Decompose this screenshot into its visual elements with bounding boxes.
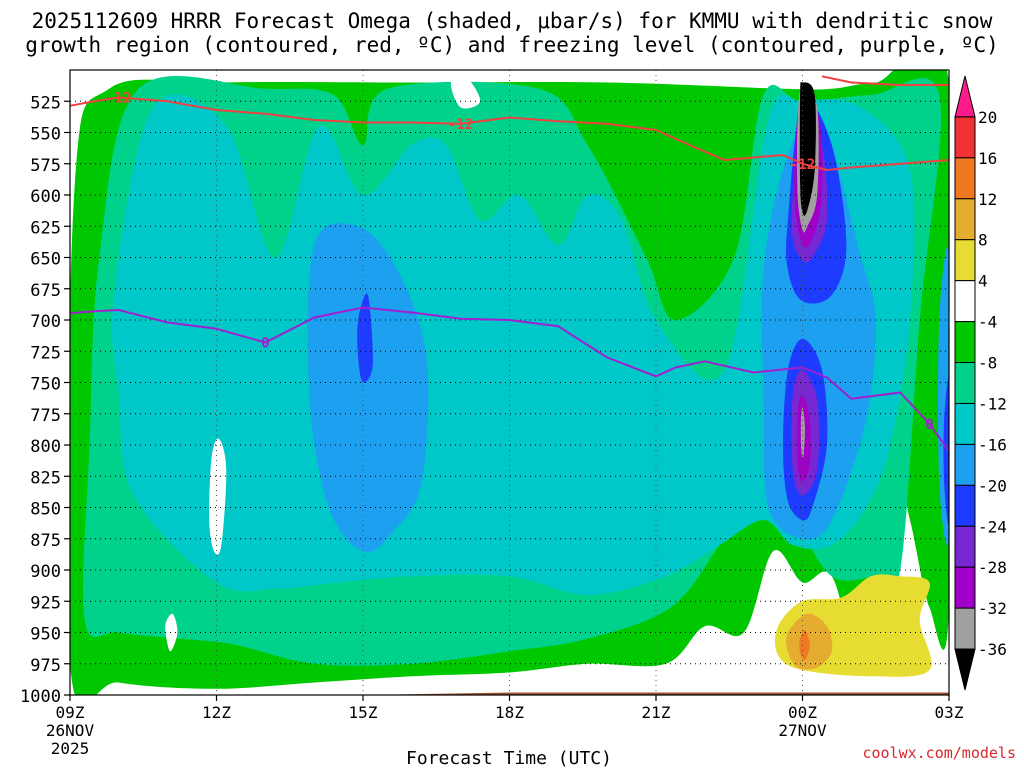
omega-region-neg12-2 [111,94,915,595]
y-tick-label-900: 900 [30,562,61,582]
x-tick-label-21Z: 21Z [642,703,671,722]
colorbar-label--36: -36 [978,640,1007,659]
y-tick-label-950: 950 [30,625,61,645]
y-tick-label-725: 725 [30,343,61,363]
colorbar-label--28: -28 [978,558,1007,577]
colorbar-label-20: 20 [978,108,997,127]
y-tick-label-600: 600 [30,187,61,207]
dendritic-snow-upper-label-2: -12 [448,117,473,133]
colorbar-swatch-0 [954,75,976,118]
y-tick-label-675: 675 [30,281,61,301]
omega-region-neg20-8 [357,293,373,383]
colorbar-swatch-8 [954,402,976,445]
x-axis-label: Forecast Time (UTC) [406,748,612,768]
source-credit[interactable]: coolwx.com/models [862,744,1016,762]
colorbar-swatch-12 [954,566,976,609]
y-tick-label-850: 850 [30,500,61,520]
colorbar-swatch-11 [954,525,976,568]
colorbar-swatch-1 [954,116,976,159]
colorbar-label--24: -24 [978,517,1007,536]
x-tick-label-18Z: 18Z [495,703,524,722]
colorbar-label--20: -20 [978,476,1007,495]
x-date-label-27NOV: 27NOV [778,721,827,740]
colorbar-swatch-9 [954,443,976,486]
dendritic-snow-upper-label-1: -12 [106,91,131,107]
colorbar-swatch-4 [954,239,976,282]
colorbar-swatch-2 [954,157,976,200]
omega-gap-0 [450,75,481,109]
x-year-label-2025: 2025 [51,739,90,758]
y-tick-label-800: 800 [30,437,61,457]
colorbar-label-12: 12 [978,190,997,209]
y-tick-label-975: 975 [30,656,61,676]
temperature-contours: -12 -12 -12 0 0 [70,75,949,452]
y-tick-label-575: 575 [30,156,61,176]
dendritic-snow-upper-label-3: -12 [790,157,815,173]
colorbar-swatch-13 [954,607,976,650]
chart-title-line-1: 2025112609 HRRR Forecast Omega (shaded, … [31,9,993,33]
omega-region-12-19 [799,629,810,661]
dendritic-snow-upper-contour [70,96,949,171]
x-tick-label-03Z: 03Z [935,703,964,722]
x-tick-label-12Z: 12Z [202,703,231,722]
axes: 525 550 575 600 625 650 675 700 725 750 775 800 825 8… [20,93,964,758]
omega-region-neg32-15 [800,407,805,458]
terrain-ground [70,692,949,695]
omega-gap-1 [209,438,227,555]
y-tick-label-650: 650 [30,250,61,270]
y-tick-label-700: 700 [30,312,61,332]
colorbar-swatch-14 [954,648,976,691]
x-date-label-26NOV: 26NOV [46,721,95,740]
colorbar-swatch-7 [954,362,976,404]
colorbar-label--32: -32 [978,599,1007,618]
colorbar-swatch-6 [954,321,976,364]
y-tick-label-825: 825 [30,468,61,488]
colorbar-label--8: -8 [978,354,997,373]
plot-area: -12 -12 -12 0 0 [70,70,949,695]
y-tick-label-925: 925 [30,593,61,613]
colorbar-label-4: 4 [978,272,988,291]
colorbar-label-8: 8 [978,231,988,250]
x-tick-label-00Z: 00Z [788,703,817,722]
y-tick-label-750: 750 [30,375,61,395]
colorbar-label--16: -16 [978,435,1007,454]
freezing-level-contour [70,306,949,452]
colorbar-swatch-10 [954,484,976,527]
y-tick-label-550: 550 [30,125,61,145]
omega-region-neg20-9 [943,378,949,524]
x-tick-label-09Z: 09Z [56,703,85,722]
colorbar-swatch-5 [954,280,976,323]
chart-title-line-2: growth region (contoured, red, ºC) and f… [25,33,999,57]
y-tick-label-525: 525 [30,93,61,113]
omega-shading [70,70,949,695]
gridlines [70,70,949,695]
omega-region-neg36-16 [799,82,816,216]
y-tick-label-875: 875 [30,531,61,551]
colorbar-label--12: -12 [978,394,1007,413]
colorbar-label--4: -4 [978,313,997,332]
colorbar-label-16: 16 [978,149,997,168]
freezing-level-label-1: 0 [261,336,269,352]
y-tick-label-1000: 1000 [20,687,61,707]
y-tick-label-775: 775 [30,406,61,426]
colorbar-swatch-3 [954,198,976,241]
colorbar: 20 16 12 8 4 -4 -8 -12 -16 -20 -24 -28 -32 -36 [954,75,1007,691]
x-tick-label-15Z: 15Z [349,703,378,722]
y-tick-label-625: 625 [30,218,61,238]
omega-gap-2 [165,613,178,652]
omega-region-neg16-3 [307,222,429,553]
freezing-level-label-2: 0 [925,417,933,433]
dendritic-snow-lower-contour [821,75,949,86]
